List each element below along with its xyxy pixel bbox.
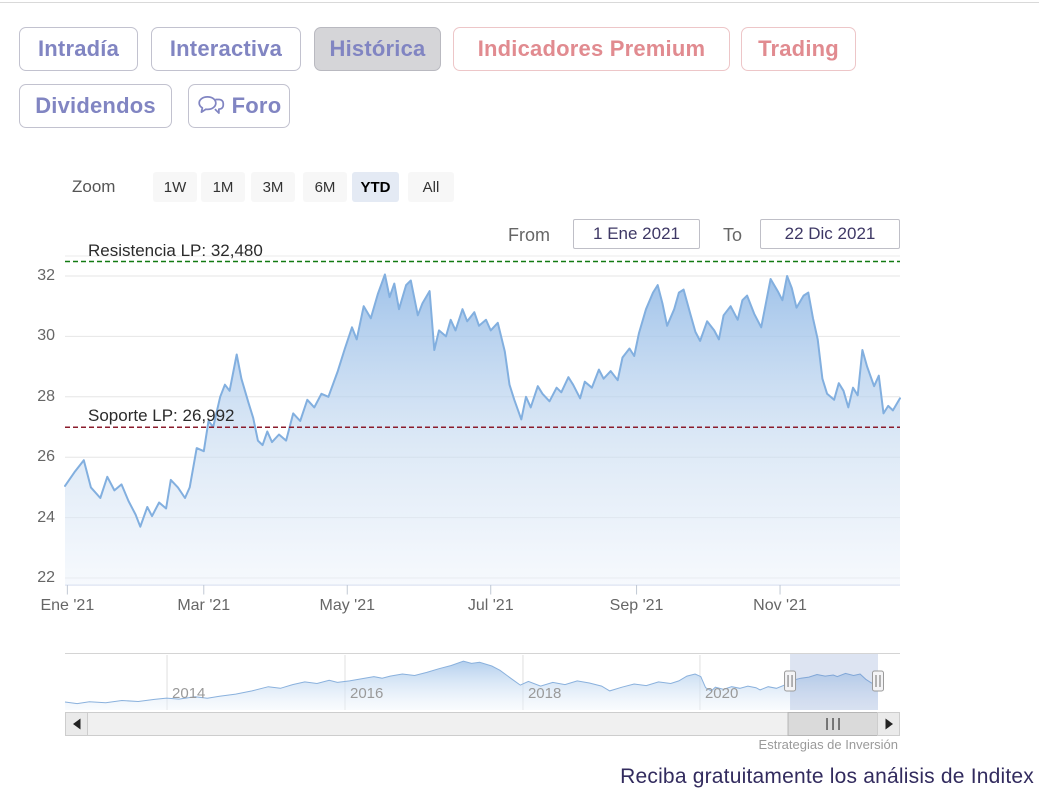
- from-label: From: [508, 225, 550, 245]
- zoom-label: Zoom: [72, 177, 116, 196]
- tab-label: Interactiva: [169, 36, 283, 61]
- scrollbar-thumb-grip-icon: [826, 718, 840, 730]
- tab-label: Trading: [758, 36, 839, 61]
- navigator-year-label: 2014: [172, 685, 206, 702]
- chat-bubble-icon: [197, 95, 224, 114]
- navigator-year-label: 2018: [527, 685, 562, 702]
- to-date-input[interactable]: [760, 219, 900, 249]
- range-3m-button[interactable]: 3M: [251, 172, 295, 202]
- footer-headline: Reciba gratuitamente los análisis de Ind…: [620, 765, 1034, 788]
- tab-interactiva[interactable]: Interactiva: [151, 27, 301, 71]
- tab-label: Indicadores Premium: [477, 36, 706, 61]
- from-date-input[interactable]: [573, 219, 700, 249]
- x-axis-label: Sep '21: [609, 597, 664, 614]
- x-axis-label: Jul '21: [467, 597, 514, 614]
- to-label: To: [723, 225, 743, 245]
- tab-indicadores-premium[interactable]: Indicadores Premium: [453, 27, 730, 71]
- tab-foro[interactable]: Foro: [188, 84, 290, 128]
- x-axis-label: May '21: [319, 597, 376, 614]
- scrollbar-right-arrow-icon: [885, 718, 893, 730]
- y-axis-label: 30: [37, 327, 55, 345]
- top-divider: [0, 2, 1039, 3]
- scrollbar-track[interactable]: [65, 712, 900, 736]
- tab-historica[interactable]: Histórica: [314, 27, 441, 71]
- y-axis-label: 24: [37, 508, 55, 526]
- tab-intradia[interactable]: Intradía: [19, 27, 138, 71]
- range-all-button[interactable]: All: [408, 172, 454, 202]
- tab-label: Histórica: [329, 36, 426, 61]
- navigator-year-label: 2020: [704, 685, 739, 702]
- y-axis-label: 26: [37, 448, 55, 466]
- y-axis-label: 32: [37, 267, 55, 284]
- support-annotation-label: Soporte LP: 26,992: [88, 406, 235, 426]
- range-1w-button[interactable]: 1W: [153, 172, 197, 202]
- scrollbar-left-arrow-icon: [73, 718, 81, 730]
- x-axis-ticks: [66, 585, 781, 595]
- range-6m-button[interactable]: 6M: [303, 172, 347, 202]
- navigator-area-series: [65, 661, 878, 710]
- chart-credit: Estrategias de Inversión: [758, 737, 898, 752]
- x-axis-label: Ene '21: [40, 597, 95, 614]
- range-1m-button[interactable]: 1M: [201, 172, 245, 202]
- tab-label: Intradía: [37, 36, 120, 61]
- y-axis-label: 28: [37, 387, 55, 405]
- price-area-series: [65, 274, 900, 585]
- navigator-right-handle[interactable]: [872, 670, 884, 692]
- tab-trading[interactable]: Trading: [741, 27, 856, 71]
- navigator-year-label: 2016: [349, 685, 384, 702]
- tab-label: Foro: [231, 93, 282, 118]
- navigator-selected-range[interactable]: [790, 654, 878, 710]
- tab-label: Dividendos: [35, 93, 156, 118]
- navigator-line-series: [64, 660, 879, 705]
- x-axis-label: Nov '21: [753, 597, 807, 614]
- navigator-left-handle[interactable]: [784, 670, 797, 692]
- tab-dividendos[interactable]: Dividendos: [19, 84, 172, 128]
- x-axis-label: Mar '21: [177, 597, 231, 614]
- y-axis-label: 22: [37, 569, 55, 586]
- resistance-annotation-label: Resistencia LP: 32,480: [88, 240, 263, 260]
- price-line-series: [64, 273, 901, 528]
- range-ytd-button[interactable]: YTD: [352, 172, 399, 202]
